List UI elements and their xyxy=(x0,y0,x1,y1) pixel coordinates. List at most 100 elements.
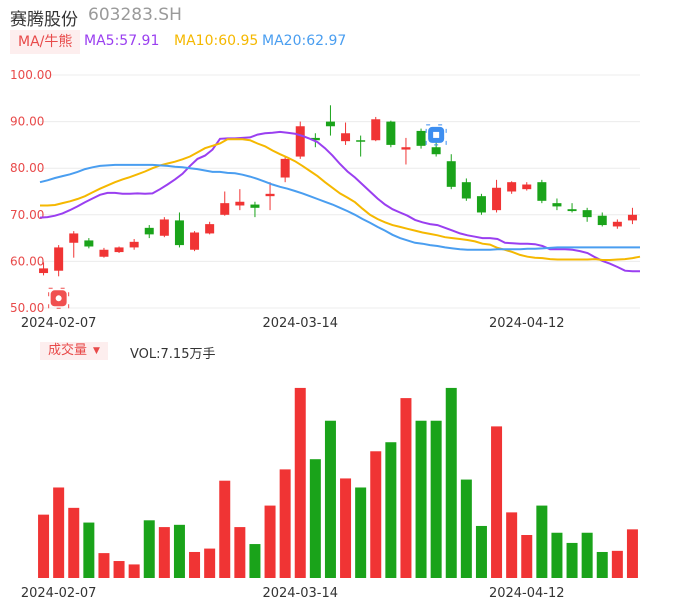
volume-bar xyxy=(626,529,638,578)
event-marker-icon xyxy=(425,124,447,146)
candle-body xyxy=(371,119,381,141)
volume-bar xyxy=(475,525,487,578)
candle-body xyxy=(280,158,290,178)
volume-bar xyxy=(189,551,201,578)
volume-tag-label: 成交量 xyxy=(48,343,88,358)
volume-bar xyxy=(400,398,412,578)
volume-bar xyxy=(581,532,593,578)
y-tick-label: 60.00 xyxy=(10,254,44,268)
volume-bar xyxy=(445,387,457,578)
caret-down-icon: ▼ xyxy=(93,346,100,356)
ma20-value: MA20:62.97 xyxy=(262,33,347,49)
candle-body xyxy=(114,247,124,253)
candle-body xyxy=(431,147,441,155)
volume-bar xyxy=(309,459,321,578)
volume-x-tick-label: 2024-02-07 xyxy=(21,586,97,601)
candle-body xyxy=(295,126,305,157)
candle-body xyxy=(567,209,577,212)
volume-bar xyxy=(143,520,155,578)
candle-body xyxy=(159,219,169,236)
event-marker-dot xyxy=(433,131,440,138)
volume-indicator-selector[interactable]: 成交量 ▼ xyxy=(40,342,108,360)
candle-body xyxy=(235,201,245,206)
volume-bar xyxy=(204,548,216,578)
low-marker-frame xyxy=(48,287,70,309)
volume-bar xyxy=(596,551,608,578)
volume-bar xyxy=(113,561,125,578)
ma5-value: MA5:57.91 xyxy=(84,33,160,49)
candle-body xyxy=(265,193,275,197)
volume-bar xyxy=(415,420,427,578)
candle-body xyxy=(205,224,215,234)
volume-bar xyxy=(506,512,518,578)
stock-name: 赛腾股份 xyxy=(10,10,78,30)
candle-body xyxy=(310,137,320,141)
candle-body xyxy=(522,184,532,190)
candle-body xyxy=(220,203,230,215)
candle-group xyxy=(39,105,637,277)
candle-body xyxy=(386,121,396,145)
volume-bar xyxy=(460,479,472,578)
candle-body xyxy=(174,220,184,246)
x-tick-label: 2024-03-14 xyxy=(262,316,338,331)
y-tick-label: 70.00 xyxy=(10,208,44,222)
candle-body xyxy=(129,241,139,248)
volume-bar xyxy=(551,532,563,578)
volume-value: VOL:7.15万手 xyxy=(130,347,216,362)
volume-bar xyxy=(173,524,185,578)
volume-x-tick-label: 2024-03-14 xyxy=(262,586,338,601)
candle-body xyxy=(325,121,335,127)
volume-bar xyxy=(158,527,170,578)
ma10-value: MA10:60.95 xyxy=(174,33,259,49)
candle-body xyxy=(84,240,94,247)
volume-x-tick-label: 2024-04-12 xyxy=(489,586,565,601)
event-marker-frame xyxy=(425,124,447,146)
y-tick-label: 90.00 xyxy=(10,115,44,129)
candle-body xyxy=(537,182,547,201)
low-marker-dot xyxy=(55,295,62,302)
candle-body xyxy=(356,140,366,142)
volume-bar xyxy=(68,507,80,578)
ma-indicator-selector[interactable]: MA/牛熊 xyxy=(10,30,81,54)
candle-body xyxy=(507,182,517,192)
volume-bar xyxy=(355,487,367,578)
volume-bar xyxy=(234,527,246,578)
candle-body xyxy=(492,187,502,211)
volume-bar xyxy=(294,387,306,578)
volume-bar xyxy=(521,535,533,578)
volume-bar xyxy=(83,522,95,578)
volume-bar xyxy=(491,426,503,578)
volume-bar xyxy=(53,487,65,578)
candle-body xyxy=(341,133,351,142)
volume-bar xyxy=(566,542,578,578)
candle-body xyxy=(401,147,411,150)
volume-bar xyxy=(370,451,382,578)
x-tick-label: 2024-02-07 xyxy=(21,316,97,331)
volume-bar xyxy=(611,550,623,578)
y-tick-label: 100.00 xyxy=(10,68,52,82)
candle-body xyxy=(99,249,109,257)
volume-bar-group xyxy=(38,387,638,578)
candle-body xyxy=(461,182,471,199)
candle-body xyxy=(446,161,456,187)
y-tick-label: 80.00 xyxy=(10,161,44,175)
stock-code: 603283.SH xyxy=(88,5,182,25)
candle-body xyxy=(250,204,260,208)
candle-body xyxy=(69,233,79,243)
candle-body xyxy=(612,221,622,227)
volume-bar xyxy=(324,420,336,578)
volume-bar xyxy=(38,514,50,578)
volume-bar xyxy=(385,442,397,578)
volume-bar xyxy=(536,505,548,578)
candle-body xyxy=(144,227,154,235)
volume-bar xyxy=(98,553,110,578)
candle-body xyxy=(597,215,607,226)
candle-body xyxy=(627,214,637,221)
ma20-line xyxy=(39,163,640,251)
volume-bar xyxy=(279,469,291,578)
volume-bar xyxy=(430,420,442,578)
volume-bar xyxy=(249,544,261,578)
volume-bar xyxy=(128,564,140,578)
volume-bar xyxy=(264,505,276,578)
